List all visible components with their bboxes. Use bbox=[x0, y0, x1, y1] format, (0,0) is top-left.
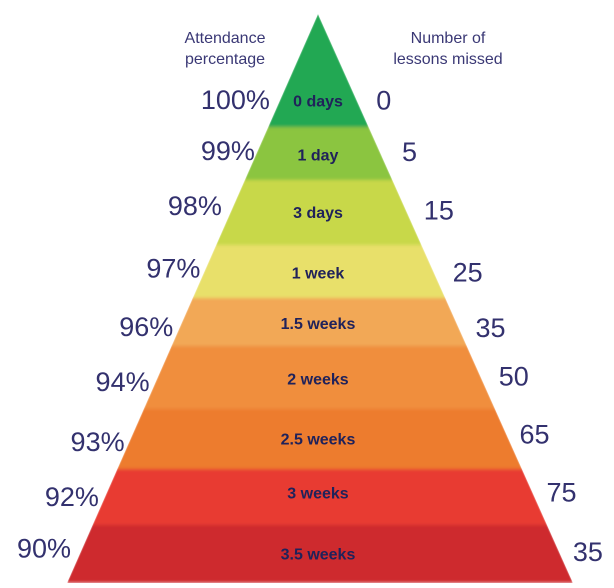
svg-text:2 weeks: 2 weeks bbox=[287, 371, 348, 388]
svg-text:25: 25 bbox=[453, 257, 483, 287]
svg-text:percentage: percentage bbox=[185, 51, 265, 68]
svg-text:1 day: 1 day bbox=[298, 148, 339, 165]
svg-text:97%: 97% bbox=[146, 254, 200, 284]
svg-text:Number of: Number of bbox=[411, 30, 486, 47]
svg-text:lessons missed: lessons missed bbox=[393, 51, 502, 68]
svg-text:1.5 weeks: 1.5 weeks bbox=[281, 316, 356, 333]
svg-text:35: 35 bbox=[476, 313, 506, 343]
svg-text:Attendance: Attendance bbox=[185, 30, 266, 47]
svg-text:5: 5 bbox=[402, 137, 417, 167]
svg-text:98%: 98% bbox=[168, 191, 222, 221]
svg-text:96%: 96% bbox=[119, 312, 173, 342]
svg-text:90%: 90% bbox=[17, 534, 71, 564]
svg-text:100%: 100% bbox=[201, 85, 270, 115]
svg-text:35: 35 bbox=[573, 537, 603, 567]
svg-text:0: 0 bbox=[376, 86, 391, 116]
svg-text:93%: 93% bbox=[71, 427, 125, 457]
svg-text:3.5 weeks: 3.5 weeks bbox=[281, 547, 356, 564]
svg-text:75: 75 bbox=[547, 477, 577, 507]
svg-text:2.5 weeks: 2.5 weeks bbox=[281, 432, 356, 449]
svg-text:92%: 92% bbox=[45, 482, 99, 512]
svg-text:3 weeks: 3 weeks bbox=[287, 486, 348, 503]
svg-text:50: 50 bbox=[499, 361, 529, 391]
svg-text:65: 65 bbox=[520, 420, 550, 450]
svg-text:3 days: 3 days bbox=[293, 205, 343, 222]
svg-text:94%: 94% bbox=[96, 367, 150, 397]
svg-text:1 week: 1 week bbox=[292, 266, 345, 283]
svg-text:15: 15 bbox=[424, 195, 454, 225]
svg-text:99%: 99% bbox=[201, 136, 255, 166]
svg-text:0 days: 0 days bbox=[293, 93, 343, 110]
